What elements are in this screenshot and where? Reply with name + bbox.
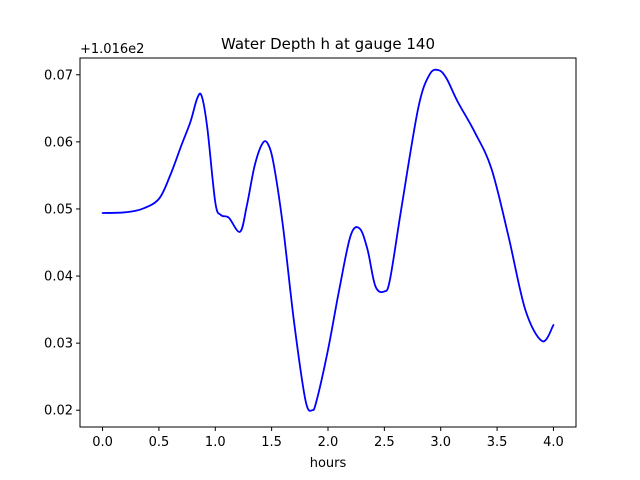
series-line	[101, 68, 555, 412]
x-tick-label: 2.0	[318, 435, 339, 450]
y-tick-label: 0.02	[44, 404, 73, 419]
x-tick-label: 3.0	[430, 435, 451, 450]
y-offset-label: +1.016e2	[80, 42, 144, 57]
x-tick-label: 0.0	[92, 435, 113, 450]
y-tick-label: 0.07	[44, 68, 73, 83]
y-tick-label: 0.06	[44, 135, 73, 150]
x-tick-label: 0.5	[149, 435, 170, 450]
y-tick-label: 0.03	[44, 337, 73, 352]
x-tick-label: 4.0	[543, 435, 564, 450]
x-tick-label: 3.5	[487, 435, 508, 450]
x-tick-label: 2.5	[374, 435, 395, 450]
y-axis-ticks: 0.02 0.03 0.04 0.05 0.06 0.07	[44, 68, 80, 419]
y-tick-label: 0.04	[44, 270, 73, 285]
x-tick-label: 1.0	[205, 435, 226, 450]
y-tick-label: 0.05	[44, 202, 73, 217]
x-axis-ticks: 0.0 0.5 1.0 1.5 2.0 2.5 3.0 3.5 4.0	[92, 427, 564, 450]
plot-area	[101, 68, 555, 412]
x-tick-label: 1.5	[261, 435, 282, 450]
chart-title: Water Depth h at gauge 140	[221, 35, 435, 53]
x-axis-label: hours	[310, 456, 347, 471]
